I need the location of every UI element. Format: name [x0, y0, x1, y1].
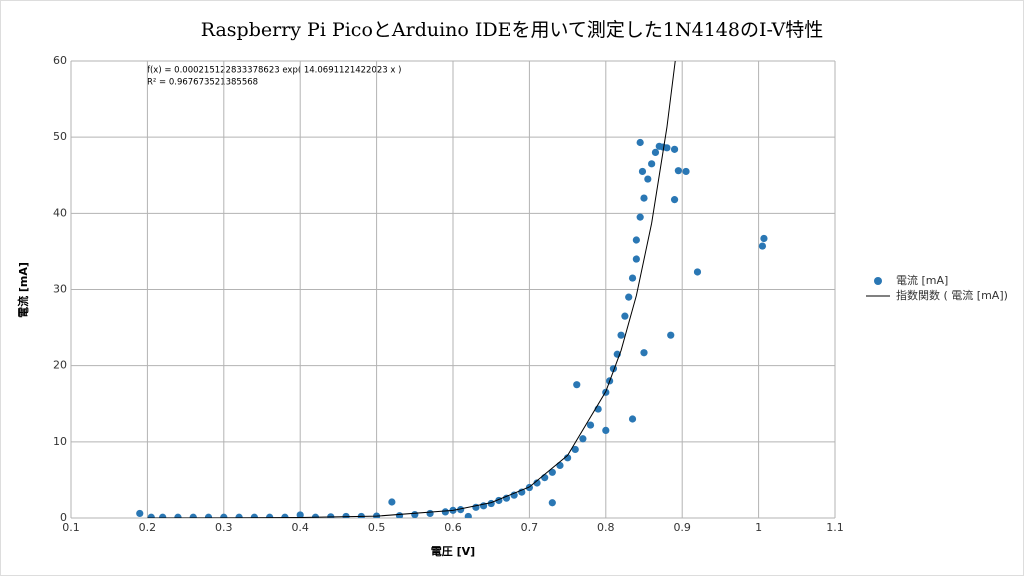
data-point [760, 234, 768, 243]
data-point [644, 175, 652, 183]
x-tick-label: 0.7 [521, 521, 539, 534]
x-tick-label: 1 [755, 521, 762, 534]
data-point [674, 167, 682, 175]
x-tick-label: 0.5 [368, 521, 386, 534]
data-point [573, 381, 581, 389]
data-point [663, 144, 671, 152]
data-point [640, 349, 648, 357]
data-point [628, 274, 637, 282]
data-point [621, 312, 629, 320]
chart-title: Raspberry Pi PicoとArduino IDEを用いて測定した1N4… [201, 19, 824, 41]
y-tick-label: 60 [53, 54, 67, 67]
x-tick-label: 0.9 [673, 521, 691, 534]
data-point [682, 167, 690, 176]
x-axis-title: 電圧 [V] [431, 545, 475, 558]
data-point [204, 513, 213, 518]
r-squared: R² = 0.967673521385568 [147, 78, 258, 88]
data-point [266, 513, 274, 518]
legend-swatch [874, 277, 882, 285]
data-point [189, 513, 197, 518]
equation: f(x) = 0.000215122833378623 exp( 14.0691… [147, 66, 401, 76]
data-point [571, 445, 579, 454]
x-tick-label: 0.4 [291, 521, 309, 534]
data-point [632, 236, 640, 244]
data-point [159, 513, 167, 518]
data-point [617, 331, 625, 339]
x-tick-label: 0.6 [444, 521, 462, 534]
data-point [651, 148, 660, 156]
data-point [556, 461, 564, 470]
data-point [235, 513, 243, 518]
legend-label: 指数関数 ( 電流 [mA]) [896, 288, 1008, 302]
data-point [602, 426, 610, 435]
y-tick-label: 10 [53, 435, 67, 448]
data-point [586, 421, 595, 429]
data-point [464, 512, 472, 518]
x-tick-label: 1.1 [826, 521, 844, 534]
data-point [667, 331, 675, 339]
data-point [147, 513, 155, 518]
data-point [628, 415, 637, 423]
data-point [457, 506, 465, 514]
data-point [136, 509, 144, 518]
data-point [281, 513, 289, 518]
data-point [296, 511, 304, 518]
y-tick-label: 20 [53, 359, 67, 372]
data-point [510, 491, 518, 499]
x-tick-label: 0.2 [139, 521, 157, 534]
data-point [670, 196, 679, 204]
data-point [174, 513, 182, 518]
data-point [441, 508, 449, 516]
data-point [758, 242, 767, 250]
data-point [395, 512, 404, 518]
data-point [636, 213, 644, 221]
data-point [638, 167, 647, 176]
data-point [640, 194, 648, 202]
data-point [250, 513, 258, 518]
y-tick-label: 40 [53, 206, 67, 219]
data-point [632, 255, 640, 263]
data-point [548, 468, 556, 476]
y-tick-label: 30 [53, 283, 67, 296]
data-point [670, 145, 679, 153]
data-point [518, 488, 526, 496]
x-tick-label: 0.3 [215, 521, 233, 534]
data-point [648, 160, 656, 168]
data-point [388, 498, 396, 506]
data-point [548, 499, 556, 507]
data-point [533, 479, 541, 487]
y-tick-label: 50 [53, 130, 67, 143]
plot-area [136, 61, 768, 518]
data-point [564, 454, 572, 462]
legend-label: 電流 [mA] [896, 273, 948, 287]
trendline [147, 61, 676, 518]
data-point [625, 293, 633, 301]
data-point [220, 513, 228, 518]
data-point [636, 138, 644, 147]
data-point [411, 510, 419, 518]
data-point [426, 509, 434, 518]
y-axis-title: 電流 [mA] [16, 262, 30, 318]
x-tick-label: 0.1 [62, 521, 80, 534]
data-point [541, 474, 549, 482]
data-point [502, 494, 511, 502]
data-point [579, 435, 587, 443]
data-point [693, 268, 702, 276]
x-tick-label: 0.8 [597, 521, 615, 534]
y-tick-label: 0 [60, 511, 67, 524]
